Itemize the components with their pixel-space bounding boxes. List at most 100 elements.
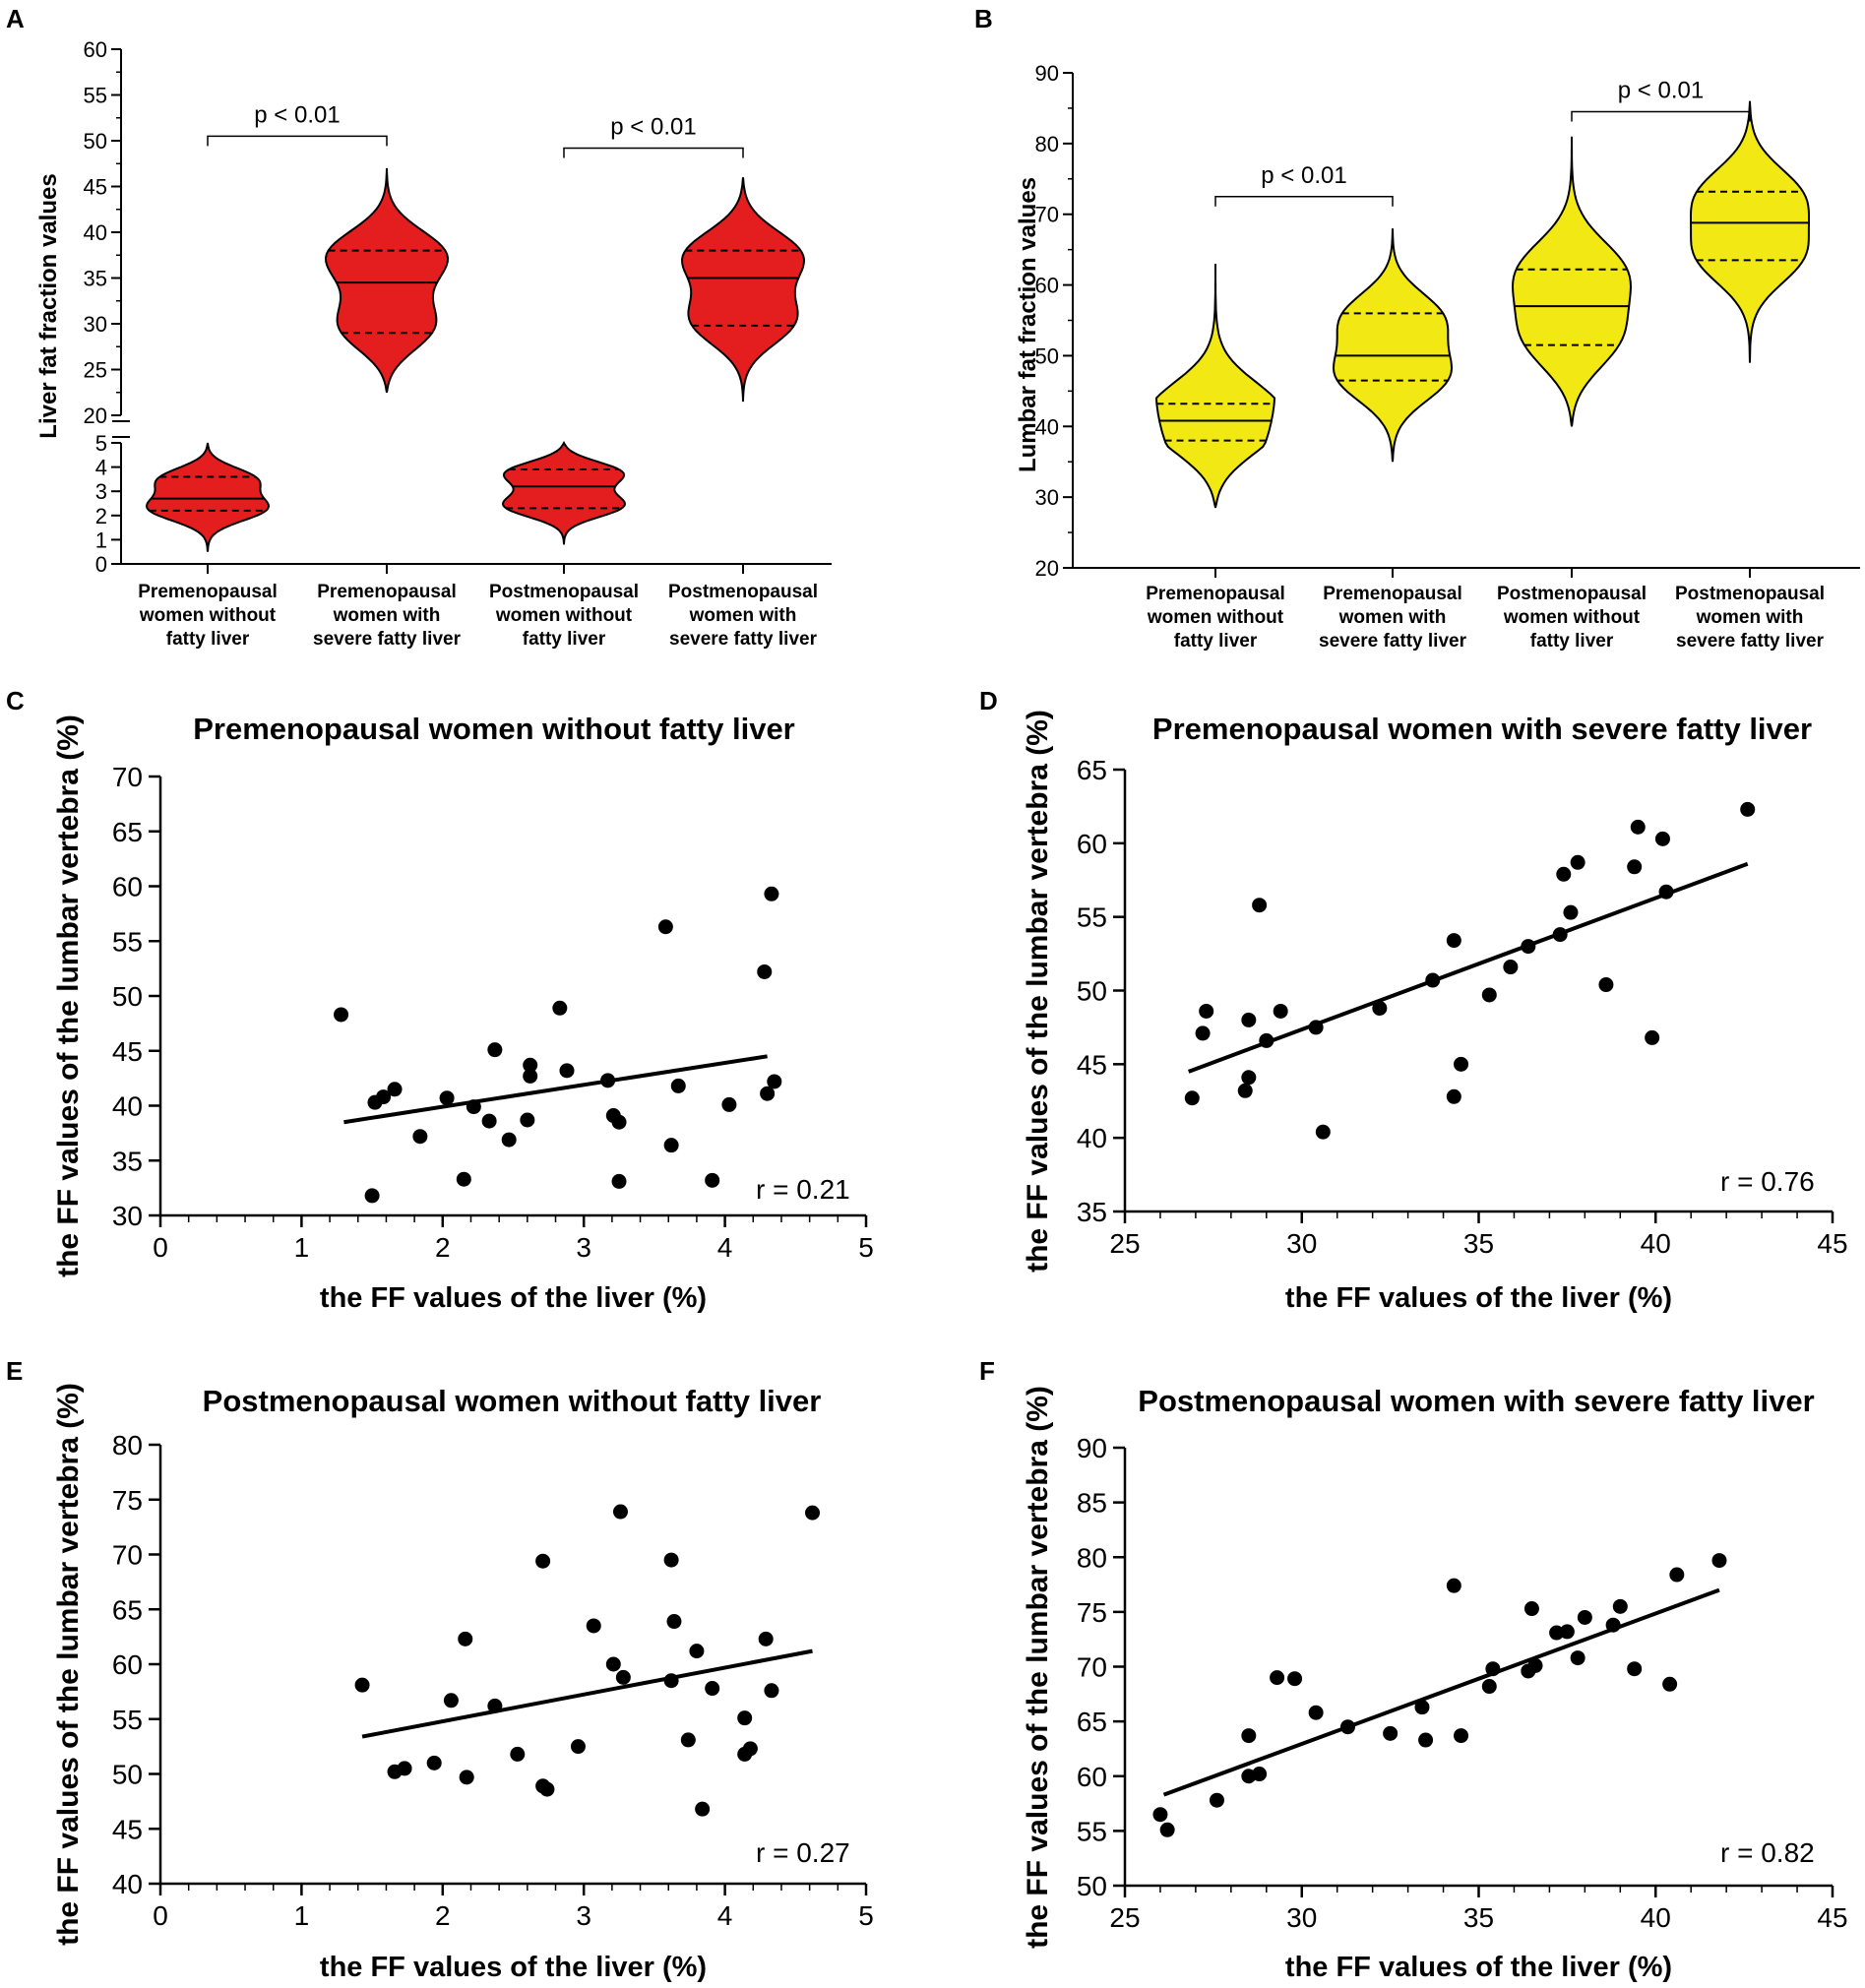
panel-c-xtick-label-5: 5 <box>858 1232 874 1263</box>
panel-c-ytick-label-0: 30 <box>112 1201 143 1231</box>
panel-a-ytick-label-upper-0: 20 <box>84 404 107 428</box>
panel-d-data-point-5 <box>1241 1012 1257 1027</box>
panel-c-data-point-16 <box>559 1063 575 1079</box>
panel-f-data-point-14 <box>1454 1728 1469 1744</box>
panel-d-panel-label: D <box>979 686 998 715</box>
panel-d-data-point-15 <box>1454 1056 1469 1072</box>
panel-d-data-point-10 <box>1315 1124 1331 1140</box>
panel-label-a: A <box>6 4 25 33</box>
panel-e-data-point-29 <box>805 1505 821 1521</box>
panel-d-data-point-2 <box>1199 1003 1214 1019</box>
panel-c-data-point-25 <box>721 1096 737 1112</box>
panel-b-violin-plot: 20 30 40 50 60 70 80 90 p < 0.01 p < 0.01 <box>1035 61 1860 581</box>
panel-f-data-point-3 <box>1241 1728 1257 1744</box>
panel-b-category-line-3-0: Postmenopausal <box>1674 584 1826 604</box>
panel-f-data-point-16 <box>1485 1661 1501 1677</box>
panel-c-ytick-label-6: 60 <box>112 872 143 902</box>
panel-c-xtick-label-1: 1 <box>294 1232 310 1263</box>
panel-d-xtick-label-2: 35 <box>1463 1228 1494 1259</box>
panel-e-data-point-11 <box>539 1781 555 1797</box>
panel-e-data-point-16 <box>615 1669 631 1685</box>
panel-e-ytick-label-1: 45 <box>112 1814 143 1844</box>
panel-e-ytick-label-7: 75 <box>112 1485 143 1516</box>
panel-e-data-point-4 <box>443 1693 459 1708</box>
panel-c-data-point-12 <box>520 1112 535 1128</box>
panel-e-data-point-14 <box>605 1656 621 1672</box>
panel-c-ytick-label-2: 40 <box>112 1091 143 1122</box>
panel-d-ytick-label-2: 45 <box>1077 1049 1107 1080</box>
panel-a-category-label-1: Premenopausal women with severe fatty live… <box>298 581 475 652</box>
panel-d-xlabel: the FF values of the liver (%) <box>1284 1282 1673 1314</box>
panel-f-ytick-label-1: 55 <box>1077 1816 1107 1846</box>
panel-f-data-point-5 <box>1252 1767 1268 1782</box>
panel-a-ytick-label-upper-2: 30 <box>84 312 107 337</box>
panel-c-correlation-label: r = 0.21 <box>756 1174 850 1205</box>
panel-c-data-point-24 <box>705 1172 720 1188</box>
panel-f-data-point-9 <box>1339 1719 1355 1735</box>
panel-a-ytick-label-upper-4: 40 <box>84 220 107 245</box>
panel-c-data-point-28 <box>764 886 779 901</box>
panel-a-category-line-0-2: fatty liver <box>165 629 250 650</box>
panel-a-category-line-1-2: severe fatty liver <box>313 629 461 650</box>
panel-d-data-point-11 <box>1372 1000 1388 1016</box>
panel-d-data-point-20 <box>1556 866 1572 882</box>
panel-c-data-point-4 <box>387 1082 403 1097</box>
panel-e-fit-line <box>361 1648 813 1739</box>
panel-b-ytick-label-7: 90 <box>1035 61 1059 86</box>
panel-e-data-point-15 <box>612 1504 628 1520</box>
panel-d-data-point-19 <box>1552 927 1568 943</box>
panel-d-data-point-23 <box>1598 977 1614 993</box>
panel-b-violin-3 <box>1690 100 1810 363</box>
panel-c-ytick-label-7: 65 <box>112 817 143 847</box>
panel-f-ytick-label-3: 65 <box>1077 1707 1107 1737</box>
panel-f-data-point-20 <box>1549 1625 1565 1641</box>
panel-e-data-point-0 <box>354 1677 370 1693</box>
panel-d-xtick-label-0: 25 <box>1109 1228 1140 1259</box>
panel-d-data-point-4 <box>1241 1070 1257 1086</box>
panel-a-ytick-label-upper-1: 25 <box>84 358 107 383</box>
panel-e-data-point-22 <box>695 1801 711 1817</box>
panel-a-category-line-1-1: women with <box>333 605 441 626</box>
panel-a-violin-1 <box>324 167 450 393</box>
panel-a-category-line-1-0: Premenopausal <box>317 582 457 602</box>
panel-d-data-point-8 <box>1273 1003 1288 1019</box>
panel-d-data-point-17 <box>1503 960 1519 975</box>
panel-e-ytick-label-2: 50 <box>112 1760 143 1790</box>
panel-b-ytick-label-0: 20 <box>1035 556 1059 581</box>
panel-e-data-point-10 <box>535 1553 551 1569</box>
panel-c-ytick-label-4: 50 <box>112 981 143 1012</box>
panel-b-category-line-1-0: Premenopausal <box>1323 584 1462 604</box>
panel-f-data-point-21 <box>1559 1624 1575 1640</box>
panel-b-category-line-2-2: fatty liver <box>1529 631 1614 652</box>
panel-f-ytick-label-2: 60 <box>1077 1762 1107 1792</box>
panel-b-category-label-0: Premenopausal women without fatty liver <box>1127 583 1304 653</box>
panel-e-data-point-19 <box>666 1614 682 1630</box>
panel-b-comparison-label-0: p < 0.01 <box>1261 162 1346 189</box>
panel-d-xtick-label-1: 30 <box>1286 1228 1317 1259</box>
panel-b-category-label-2: Postmenopausal women without fatty liver <box>1483 583 1660 653</box>
panel-d-xtick-label-4: 45 <box>1817 1228 1847 1259</box>
panel-f-data-point-11 <box>1414 1700 1430 1715</box>
panel-e-xtick-label-2: 2 <box>435 1900 451 1931</box>
panel-a-category-line-2-0: Postmenopausal <box>488 582 640 602</box>
panel-a-ytick-label-lower-1: 1 <box>95 528 107 552</box>
panel-c-xtick-label-3: 3 <box>576 1232 591 1263</box>
panel-f-data-point-2 <box>1209 1792 1224 1808</box>
panel-c-data-point-15 <box>552 1000 568 1016</box>
panel-b-violin-0 <box>1154 264 1276 509</box>
panel-c-data-point-17 <box>600 1073 616 1088</box>
panel-e-correlation-label: r = 0.27 <box>756 1837 850 1868</box>
panel-e-ytick-label-5: 65 <box>112 1594 143 1625</box>
panel-f-correlation-label: r = 0.82 <box>1720 1837 1815 1868</box>
panel-c-data-point-27 <box>760 1086 776 1101</box>
panel-f-data-point-23 <box>1577 1609 1592 1625</box>
panel-f-data-point-18 <box>1523 1601 1539 1617</box>
panel-f-ytick-label-8: 90 <box>1077 1433 1107 1463</box>
panel-b-category-line-0-2: fatty liver <box>1173 631 1258 652</box>
panel-a-ytick-label-lower-0: 0 <box>95 552 107 577</box>
panel-c-data-point-0 <box>334 1007 349 1023</box>
panel-c-data-point-7 <box>456 1171 471 1187</box>
panel-c-ytick-label-3: 45 <box>112 1036 143 1067</box>
